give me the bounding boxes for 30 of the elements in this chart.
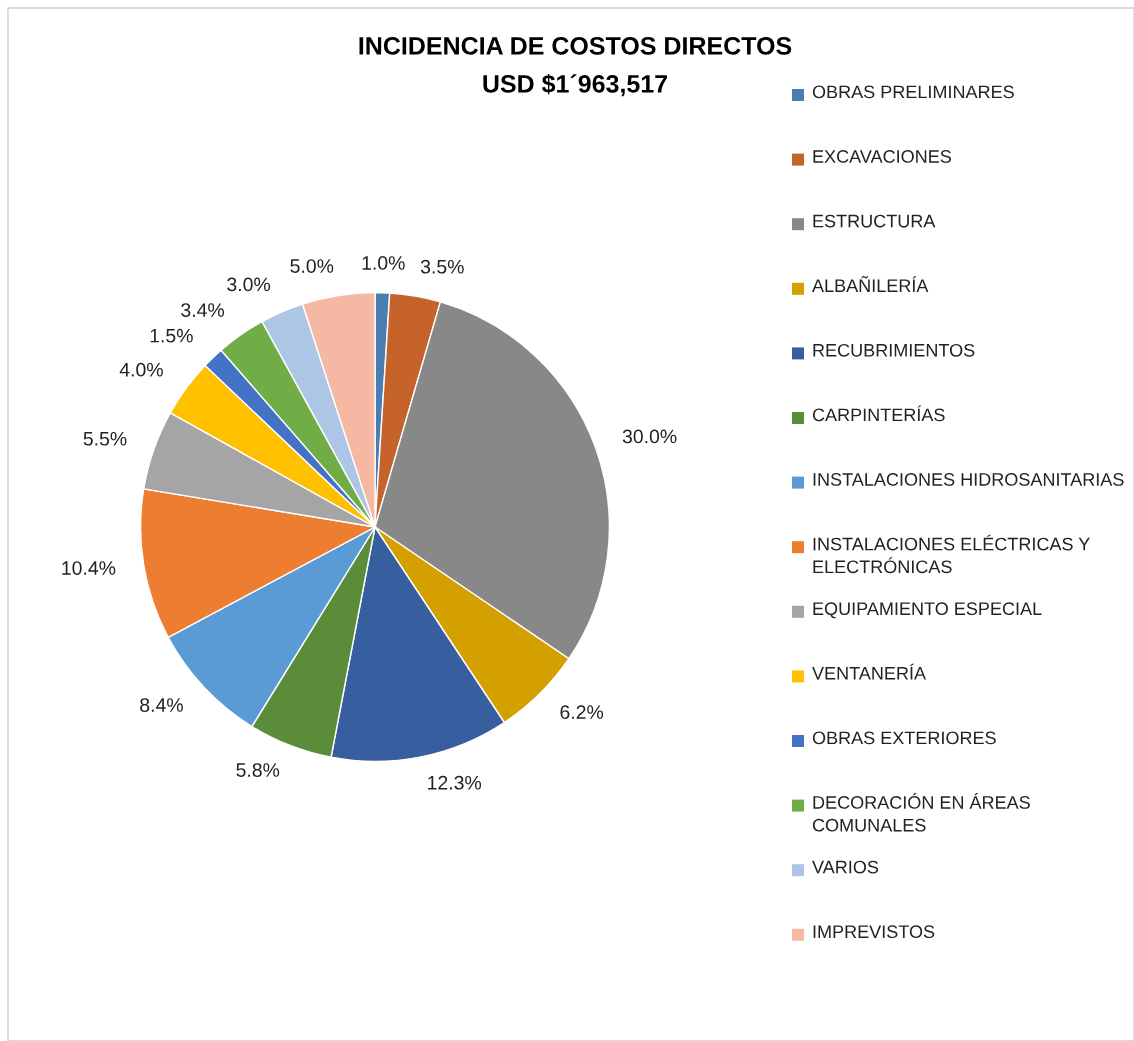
data-label: 6.2% bbox=[560, 705, 604, 720]
data-label: 1.5% bbox=[150, 328, 193, 343]
legend-label: ALBAÑILERÍA bbox=[812, 276, 929, 292]
data-label: 5.5% bbox=[83, 431, 127, 446]
legend-label: RECUBRIMIENTOS bbox=[813, 343, 975, 357]
legend-label: OBRAS PRELIMINARES bbox=[812, 85, 1014, 99]
legend-label: DECORACIÓN EN ÁREAS COMUNALES bbox=[812, 793, 1030, 832]
data-label: 4.0% bbox=[119, 362, 163, 377]
legend-label: VENTANERÍA bbox=[812, 663, 927, 680]
data-label: 5.0% bbox=[290, 259, 334, 273]
legend-label: ESTRUCTURA bbox=[813, 214, 936, 228]
chart-title: INCIDENCIA DE COSTOS DIRECTOS bbox=[359, 37, 792, 55]
legend-label: INSTALACIONES ELÉCTRICAS Y ELECTRÓNICAS bbox=[813, 534, 1090, 574]
data-label: 10.4% bbox=[62, 561, 116, 575]
legend-label: CARPINTERÍAS bbox=[812, 405, 945, 422]
data-label: 3.4% bbox=[181, 303, 225, 317]
legend-label: OBRAS EXTERIORES bbox=[812, 731, 996, 745]
data-label: 5.8% bbox=[236, 763, 280, 777]
legend-label: IMPREVISTOS bbox=[813, 925, 935, 939]
data-label: 30.0% bbox=[622, 429, 677, 444]
chart-subtitle: USD $1´963,517 bbox=[483, 73, 668, 97]
legend-label: EQUIPAMIENTO ESPECIAL bbox=[813, 602, 1042, 619]
data-label: 8.4% bbox=[140, 698, 183, 712]
legend-label: EXCAVACIONES bbox=[813, 150, 951, 163]
legend-label: INSTALACIONES HIDROSANITARIAS bbox=[813, 473, 1124, 486]
data-label: 3.0% bbox=[227, 277, 271, 292]
data-label: 12.3% bbox=[428, 775, 482, 790]
legend-label: VARIOS bbox=[812, 860, 879, 874]
data-label: 1.0% bbox=[362, 256, 405, 270]
data-label: 3.5% bbox=[420, 259, 464, 274]
